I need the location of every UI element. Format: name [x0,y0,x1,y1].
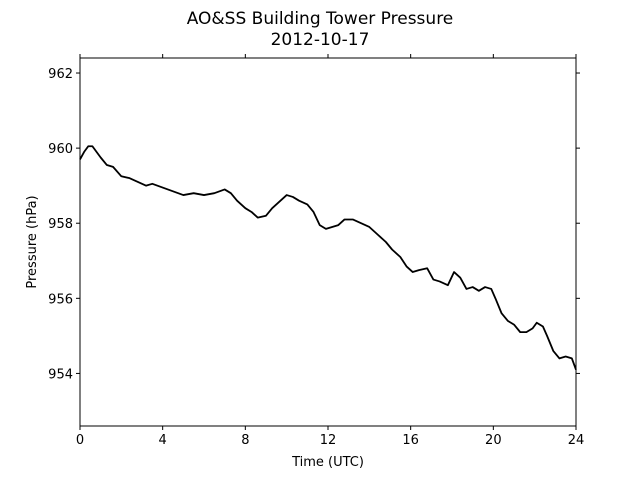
y-tick-label: 962 [48,67,73,82]
y-tick-label: 956 [48,292,73,307]
chart-title: AO&SS Building Tower Pressure [187,9,454,29]
x-tick-label: 24 [568,433,585,448]
chart-subtitle: 2012-10-17 [271,30,370,50]
x-tick-label: 4 [159,433,167,448]
y-tick-label: 954 [48,367,73,382]
y-tick-label: 960 [48,142,73,157]
tick-labels: 0 4 8 12 16 20 24 954 956 958 960 962 [48,67,584,448]
x-axis-label: Time (UTC) [291,455,364,470]
x-tick-label: 0 [76,433,84,448]
x-tick-label: 8 [241,433,249,448]
series-line-pressure [79,145,577,370]
plot-frame [79,57,577,427]
y-tick-label: 958 [48,217,73,232]
x-tick-label: 16 [402,433,419,448]
axis-ticks [76,54,580,430]
x-tick-label: 12 [320,433,337,448]
x-tick-label: 20 [485,433,502,448]
y-axis-label: Pressure (hPa) [25,195,40,288]
